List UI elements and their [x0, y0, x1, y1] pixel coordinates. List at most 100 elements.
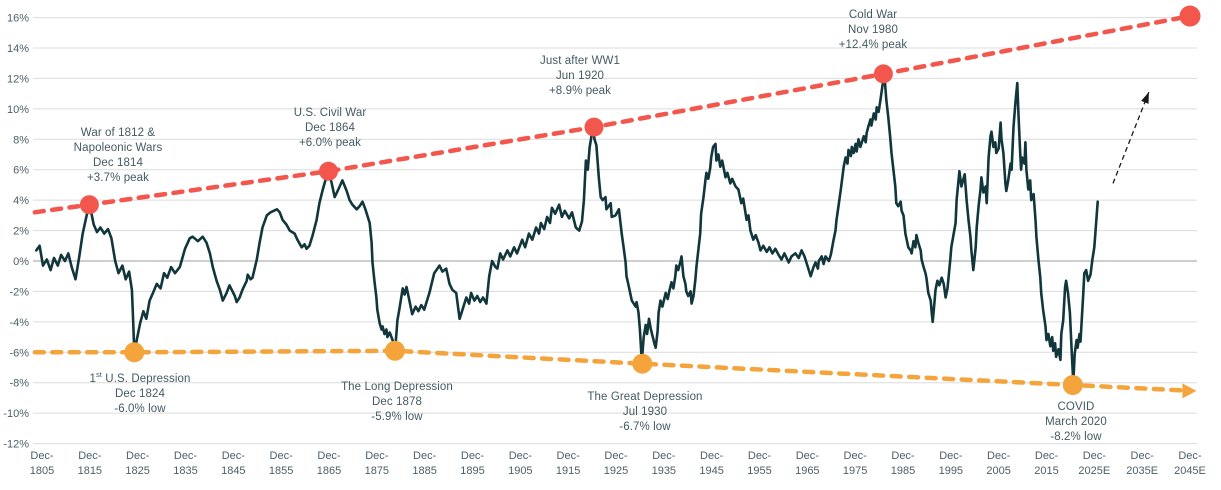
annotation-line: March 2020	[1045, 416, 1107, 428]
peak-annotation-cold-war: Cold War Nov 1980 +12.4% peak	[778, 8, 968, 53]
x-tick-label-prefix: Dec-	[748, 450, 772, 462]
annotation-line: -6.0% low	[114, 403, 166, 415]
x-tick-label-prefix: Dec-	[30, 450, 54, 462]
x-tick-label-year: 1995	[939, 465, 963, 477]
x-tick-label-year: 1835	[173, 465, 197, 477]
x-tick-label-prefix: Dec-	[222, 450, 246, 462]
x-tick-label-year: 1865	[317, 465, 341, 477]
projection-arrowhead	[1141, 92, 1149, 104]
x-tick-label-prefix: Dec-	[78, 450, 102, 462]
peak-annotation-us-civil-war: U.S. Civil War Dec 1864 +6.0% peak	[235, 106, 425, 151]
annotation-line: Nov 1980	[847, 24, 899, 36]
annotation-line: Dec 1824	[114, 388, 166, 400]
x-tick-label-year: 2005	[986, 465, 1010, 477]
x-tick-label-prefix: Dec-	[126, 450, 150, 462]
y-axis-labels: 16% 14% 12% 10% 8% 6% 4% 2% 0% -2% -4% -6% -8% -10% -1…	[3, 13, 29, 451]
x-tick-label-year: 1815	[78, 465, 102, 477]
x-tick-label-prefix: Dec-	[461, 450, 485, 462]
x-tick-label-prefix: Dec-	[891, 450, 915, 462]
annotation-line: Jun 1920	[555, 70, 605, 82]
x-axis-labels: Dec- 1805 Dec- 1815 Dec- 1825 Dec- 1835 Dec- 1845…	[30, 450, 1206, 477]
x-tick-label-prefix: Dec-	[365, 450, 389, 462]
x-tick-label-prefix: Dec-	[1131, 450, 1155, 462]
peak-dot-just-after-ww1	[584, 117, 604, 137]
x-tick-label-prefix: Dec-	[270, 450, 294, 462]
y-tick-label: 12%	[7, 73, 29, 85]
x-tick-label-year: 1905	[508, 465, 532, 477]
annotation-line: -6.7% low	[619, 421, 671, 433]
x-tick-label-year: 1935	[652, 465, 676, 477]
x-tick-label-year: 1925	[604, 465, 628, 477]
x-tick-label-year: 1825	[125, 465, 149, 477]
x-tick-label-year: 2035E	[1126, 465, 1158, 477]
low-dot-covid	[1062, 374, 1083, 395]
x-tick-label-year: 1805	[30, 465, 54, 477]
y-tick-label: -6%	[9, 347, 29, 359]
x-tick-label-year: 1895	[460, 465, 484, 477]
y-tick-label: 6%	[13, 165, 29, 177]
y-tick-label: -12%	[3, 439, 29, 451]
x-tick-label-prefix: Dec-	[987, 450, 1011, 462]
low-dot-great-depression	[632, 353, 653, 374]
x-tick-label-prefix: Dec-	[1178, 450, 1202, 462]
x-tick-label-year: 1975	[843, 465, 867, 477]
x-tick-label-prefix: Dec-	[557, 450, 581, 462]
x-tick-label-prefix: Dec-	[604, 450, 628, 462]
annotation-line: COVID	[1057, 401, 1095, 413]
x-tick-label-year: 1875	[365, 465, 389, 477]
annotation-line: Just after WW1	[540, 55, 620, 67]
peak-dot-projection-2045	[1179, 5, 1201, 27]
x-tick-label-year: 1945	[699, 465, 723, 477]
low-annotation-great-depression: The Great Depression Jul 1930 -6.7% low	[550, 390, 740, 435]
annotation-line: Napoleonic Wars	[73, 142, 163, 154]
annotation-line: Jul 1930	[622, 406, 668, 418]
x-tick-label-prefix: Dec-	[796, 450, 820, 462]
x-tick-label-prefix: Dec-	[413, 450, 437, 462]
x-tick-label-year: 1845	[221, 465, 245, 477]
annotation-line: +12.4% peak	[838, 39, 908, 51]
x-tick-label-prefix: Dec-	[174, 450, 198, 462]
x-tick-label-year: 1955	[747, 465, 771, 477]
annotation-line: +6.0% peak	[298, 137, 362, 149]
x-tick-label-prefix: Dec-	[317, 450, 341, 462]
y-tick-label: 10%	[7, 104, 29, 116]
x-tick-label-prefix: Dec-	[700, 450, 724, 462]
annotation-line: U.S. Civil War	[293, 107, 367, 119]
annotation-line: 1st U.S. Depression	[89, 370, 191, 385]
annotation-line: Dec 1864	[304, 122, 356, 134]
peak-dot-cold-war	[873, 64, 893, 84]
annotation-line: Dec 1814	[92, 157, 144, 169]
low-dot-long-depression	[385, 340, 406, 361]
y-tick-label: 2%	[13, 226, 29, 238]
y-tick-label: 8%	[13, 134, 29, 146]
x-tick-label-prefix: Dec-	[509, 450, 533, 462]
y-tick-label: 16%	[7, 13, 29, 25]
x-tick-label-year: 1885	[412, 465, 436, 477]
low-annotation-covid: COVID March 2020 -8.2% low	[981, 400, 1171, 445]
x-tick-label-year: 1915	[556, 465, 580, 477]
low-trend-line	[32, 348, 1183, 393]
y-tick-label: 14%	[7, 43, 29, 55]
historical-line	[34, 72, 1099, 385]
x-tick-label-prefix: Dec-	[1035, 450, 1059, 462]
annotation-line: The Long Depression	[341, 381, 453, 393]
low-dot-first-us-depression	[124, 342, 145, 363]
y-tick-label: -10%	[3, 408, 29, 420]
x-tick-label-year: 1965	[795, 465, 819, 477]
event-markers	[79, 5, 1201, 395]
low-annotation-long-depression: The Long Depression Dec 1878 -5.9% low	[302, 380, 492, 425]
annotation-line: +3.7% peak	[86, 172, 150, 184]
peak-dot-war-of-1812	[79, 195, 99, 215]
x-tick-label-year: 2025E	[1078, 465, 1110, 477]
y-tick-label: 0%	[13, 256, 29, 268]
annotation-line: +8.9% peak	[548, 85, 612, 97]
annotation-line: -8.2% low	[1050, 431, 1102, 443]
y-tick-label: 4%	[13, 195, 29, 207]
x-tick-label-year: 2045E	[1174, 465, 1206, 477]
y-tick-label: -8%	[9, 378, 29, 390]
annotation-line: War of 1812 &	[80, 127, 156, 139]
x-tick-label-prefix: Dec-	[939, 450, 963, 462]
annotation-line: The Great Depression	[587, 391, 703, 403]
